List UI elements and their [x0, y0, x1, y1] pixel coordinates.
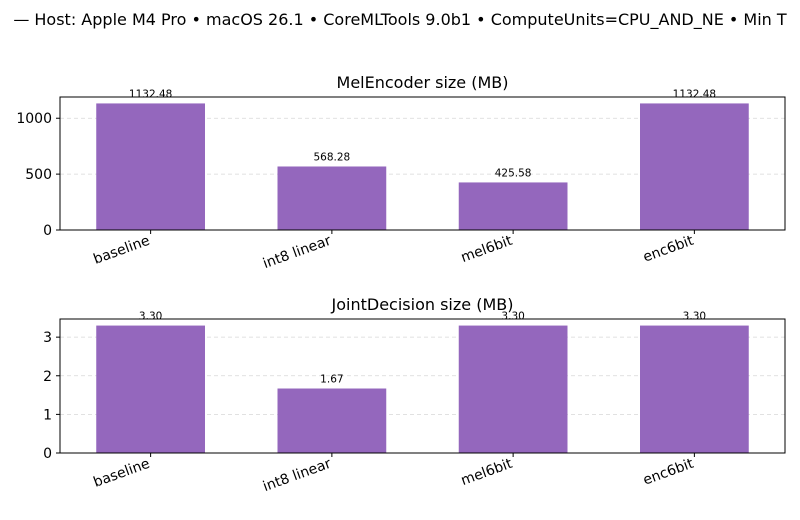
bar-value-label: 3.30 [683, 311, 706, 323]
figure-suptitle: — Host: Apple M4 Pro • macOS 26.1 • Core… [13, 10, 787, 30]
bar-baseline [96, 325, 205, 453]
bar-value-label: 3.30 [501, 311, 524, 323]
bar-value-label: 1132.48 [129, 88, 172, 100]
bar-int8-linear [277, 388, 387, 453]
y-tick-label: 1000 [16, 111, 52, 127]
x-tick-label: baseline [91, 456, 152, 491]
chart-title: MelEncoder size (MB) [337, 73, 509, 92]
bar-enc6bit [640, 325, 749, 453]
charts: MelEncoder size (MB) 0 500 1000 1132.48 basel… [16, 73, 786, 495]
x-tick-label: baseline [91, 233, 152, 268]
bar-enc6bit [640, 103, 749, 230]
bar-int8-linear [277, 166, 387, 230]
y-tick-label: 0 [43, 446, 52, 462]
bar-value-label: 3.30 [139, 311, 162, 323]
x-tick-label: enc6bit [641, 233, 696, 266]
bar-value-label: 1.67 [320, 374, 343, 386]
x-tick-label: mel6bit [459, 233, 515, 266]
y-tick-label: 0 [43, 223, 52, 239]
y-tick-label: 3 [43, 330, 52, 346]
y-tick-label: 2 [43, 369, 52, 385]
bar-mel6bit [458, 325, 568, 453]
axes-frame [59, 318, 786, 454]
x-tick-label: int8 linear [261, 456, 334, 495]
bar-value-label: 568.28 [314, 151, 351, 163]
x-tick-label: enc6bit [641, 456, 696, 489]
chart-2: JointDecision size (MB) 0 1 2 3 3.30 baseline 1… [43, 295, 786, 495]
x-tick-label: int8 linear [261, 233, 334, 272]
y-tick-label: 500 [25, 167, 52, 183]
axes-frame [59, 96, 786, 231]
bar-baseline [96, 103, 205, 230]
bar-value-label: 425.58 [495, 167, 532, 179]
chart-1: MelEncoder size (MB) 0 500 1000 1132.48 basel… [16, 73, 786, 272]
bar-mel6bit [458, 182, 568, 230]
chart-title: JointDecision size (MB) [331, 295, 514, 314]
bar-value-label: 1132.48 [673, 88, 716, 100]
y-tick-label: 1 [43, 407, 52, 423]
x-tick-label: mel6bit [459, 456, 515, 489]
